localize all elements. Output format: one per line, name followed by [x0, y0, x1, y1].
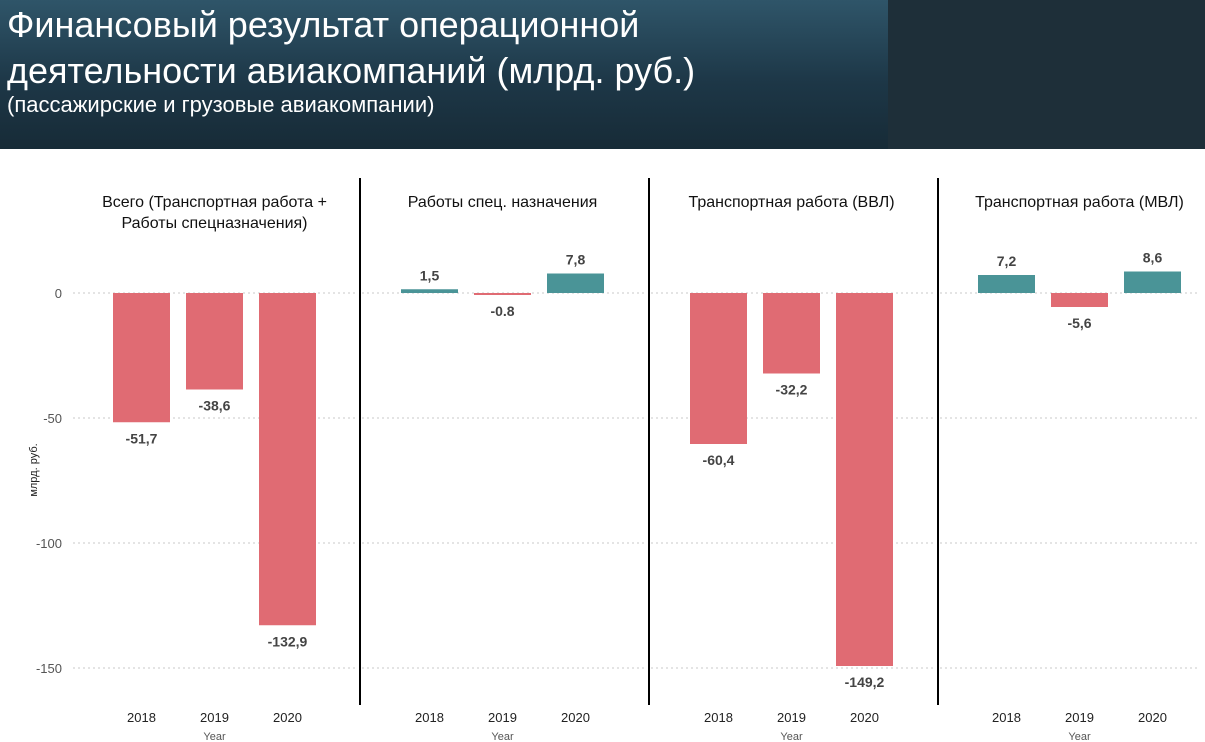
y-axis: 0 -50 -100 -150: [36, 286, 62, 676]
title-line-1: Финансовый результат операционной: [7, 4, 640, 45]
x-tick-label: 2020: [1138, 710, 1167, 725]
panel-2: Работы спец. назначения 1,5 2018 -0.8 2019 7,…: [401, 194, 604, 742]
panel-3: Транспортная работа (ВВЛ) -60,4 2018 -32,2 2…: [688, 194, 894, 742]
bar: [763, 293, 820, 374]
data-label: 1,5: [420, 267, 440, 283]
y-tick-label: -100: [36, 536, 62, 551]
bar: [113, 293, 170, 423]
panel-title: Всего (Транспортная работа +: [102, 194, 327, 211]
data-label: -32,2: [776, 382, 808, 398]
data-label: -132,9: [268, 633, 308, 649]
data-label: -5,6: [1067, 315, 1091, 331]
bar: [1124, 271, 1181, 293]
panel-1: Всего (Транспортная работа + Работы спецн…: [102, 194, 327, 742]
y-tick-label: 0: [55, 286, 62, 301]
bar: [547, 273, 604, 293]
bar: [978, 275, 1035, 293]
data-label: -51,7: [126, 430, 158, 446]
y-tick-label: -150: [36, 661, 62, 676]
data-label: 7,8: [566, 252, 586, 268]
data-label: -38,6: [199, 398, 231, 414]
panel-title: Транспортная работа (ВВЛ): [688, 194, 894, 211]
data-label: 8,6: [1143, 250, 1163, 266]
title-line-2: деятельности авиакомпаний (млрд. руб.): [7, 50, 696, 91]
data-label: -149,2: [845, 674, 885, 690]
x-tick-label: 2019: [200, 710, 229, 725]
bar: [474, 293, 531, 295]
panel-title: Работы спецназначения): [121, 215, 307, 232]
page-title: Финансовый результат операционной деятел…: [7, 2, 695, 94]
bar: [401, 289, 458, 293]
x-tick-label: 2020: [850, 710, 879, 725]
x-tick-label: 2019: [488, 710, 517, 725]
x-tick-label: 2018: [415, 710, 444, 725]
x-axis-title: Year: [1068, 731, 1091, 742]
header-banner: Финансовый результат операционной деятел…: [0, 0, 1205, 149]
bar: [690, 293, 747, 444]
y-tick-label: -50: [43, 411, 62, 426]
data-label: 7,2: [997, 253, 1017, 269]
bar: [186, 293, 243, 390]
x-axis-title: Year: [203, 731, 226, 742]
x-tick-label: 2019: [777, 710, 806, 725]
panel-title: Работы спец. назначения: [408, 194, 598, 211]
data-label: -60,4: [703, 452, 735, 468]
data-label: -0.8: [490, 303, 514, 319]
bar: [836, 293, 893, 666]
x-tick-label: 2018: [704, 710, 733, 725]
x-tick-label: 2019: [1065, 710, 1094, 725]
header-dark-panel: [888, 0, 1205, 149]
x-tick-label: 2020: [561, 710, 590, 725]
bar: [1051, 293, 1108, 307]
panel-title: Транспортная работа (МВЛ): [975, 194, 1184, 211]
page-subtitle: (пассажирские и грузовые авиакомпании): [7, 92, 435, 117]
bar: [259, 293, 316, 626]
x-axis-title: Year: [780, 731, 803, 742]
x-tick-label: 2018: [127, 710, 156, 725]
panels: Всего (Транспортная работа + Работы спецн…: [102, 178, 1184, 742]
y-axis-title: млрд. руб.: [28, 443, 40, 496]
panel-4: Транспортная работа (МВЛ) 7,2 2018 -5,6 2019…: [975, 194, 1184, 742]
x-tick-label: 2020: [273, 710, 302, 725]
x-tick-label: 2018: [992, 710, 1021, 725]
x-axis-title: Year: [491, 731, 514, 742]
